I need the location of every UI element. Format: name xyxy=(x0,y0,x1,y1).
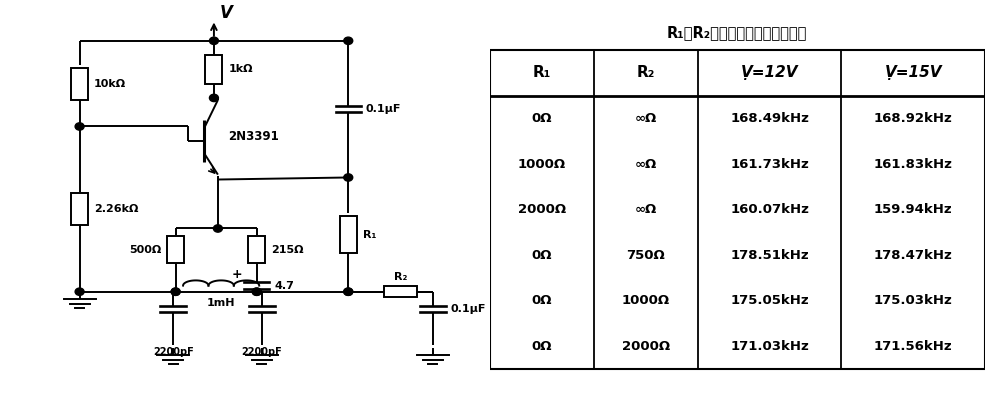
Text: +: + xyxy=(231,268,242,281)
Text: 168.92kHz: 168.92kHz xyxy=(873,112,951,125)
Text: 0.1μF: 0.1μF xyxy=(450,304,486,314)
Text: R₂: R₂ xyxy=(394,271,407,282)
Bar xyxy=(489,50,984,369)
Circle shape xyxy=(252,288,260,295)
Circle shape xyxy=(76,123,84,130)
Text: V: V xyxy=(220,4,233,22)
Circle shape xyxy=(171,288,180,295)
Bar xyxy=(72,68,88,100)
Text: 215Ω: 215Ω xyxy=(270,245,303,255)
Circle shape xyxy=(252,288,260,295)
Text: 175.05kHz: 175.05kHz xyxy=(730,294,808,307)
Text: 4.7: 4.7 xyxy=(274,281,293,290)
Text: 0Ω: 0Ω xyxy=(531,339,552,353)
Text: ∞Ω: ∞Ω xyxy=(634,203,656,216)
Text: 171.56kHz: 171.56kHz xyxy=(873,339,951,353)
Text: 161.73kHz: 161.73kHz xyxy=(730,157,808,171)
Text: 2000Ω: 2000Ω xyxy=(517,203,565,216)
Text: 2.26kΩ: 2.26kΩ xyxy=(94,204,138,214)
Text: 175.03kHz: 175.03kHz xyxy=(873,294,951,307)
Text: 500Ω: 500Ω xyxy=(129,245,161,255)
Text: 1mH: 1mH xyxy=(207,298,236,308)
Text: 178.51kHz: 178.51kHz xyxy=(730,248,808,262)
Text: 0.1μF: 0.1μF xyxy=(366,104,401,114)
Text: Ṿ=12V: Ṿ=12V xyxy=(740,65,797,80)
Text: 159.94kHz: 159.94kHz xyxy=(873,203,951,216)
Text: 0Ω: 0Ω xyxy=(531,294,552,307)
Circle shape xyxy=(210,37,219,44)
Text: 2N3391: 2N3391 xyxy=(228,130,278,143)
Text: 2000Ω: 2000Ω xyxy=(621,339,669,353)
Circle shape xyxy=(344,174,353,181)
Text: R₁、R₂値与振荡频率的对应关系: R₁、R₂値与振荡频率的对应关系 xyxy=(666,26,807,40)
Text: 168.49kHz: 168.49kHz xyxy=(730,112,808,125)
Text: 161.83kHz: 161.83kHz xyxy=(873,157,951,171)
Text: 0Ω: 0Ω xyxy=(531,248,552,262)
Bar xyxy=(384,286,416,297)
Text: ∞Ω: ∞Ω xyxy=(634,157,656,171)
Bar xyxy=(72,193,88,225)
Bar xyxy=(167,236,184,263)
Text: ∞Ω: ∞Ω xyxy=(634,112,656,125)
Circle shape xyxy=(344,288,353,295)
Text: 178.47kHz: 178.47kHz xyxy=(873,248,951,262)
Text: 171.03kHz: 171.03kHz xyxy=(730,339,808,353)
Text: 0Ω: 0Ω xyxy=(531,112,552,125)
Circle shape xyxy=(344,37,353,44)
Text: R₁: R₁ xyxy=(532,65,551,80)
Circle shape xyxy=(214,225,223,232)
Text: 160.07kHz: 160.07kHz xyxy=(730,203,808,216)
Bar xyxy=(206,55,223,84)
Circle shape xyxy=(210,94,219,102)
Bar xyxy=(340,216,357,253)
Text: 1kΩ: 1kΩ xyxy=(229,64,252,74)
Bar xyxy=(248,236,265,263)
Text: Ṿ=15V: Ṿ=15V xyxy=(884,65,941,80)
Text: 1000Ω: 1000Ω xyxy=(621,294,669,307)
Text: R₁: R₁ xyxy=(363,230,376,239)
Text: 2200pF: 2200pF xyxy=(153,347,193,357)
Text: 10kΩ: 10kΩ xyxy=(94,79,126,89)
Text: 750Ω: 750Ω xyxy=(625,248,664,262)
Text: R₂: R₂ xyxy=(636,65,654,80)
Circle shape xyxy=(171,288,180,295)
Text: 2200pF: 2200pF xyxy=(242,347,281,357)
Circle shape xyxy=(344,288,353,295)
Text: 1000Ω: 1000Ω xyxy=(517,157,565,171)
Circle shape xyxy=(76,288,84,295)
